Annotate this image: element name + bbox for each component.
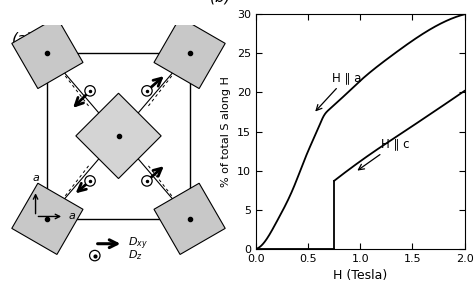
X-axis label: H (Tesla): H (Tesla) xyxy=(333,269,387,282)
Circle shape xyxy=(142,86,152,96)
Text: (b): (b) xyxy=(210,0,232,5)
Text: H ∥ c: H ∥ c xyxy=(358,137,410,170)
Circle shape xyxy=(85,176,95,186)
Polygon shape xyxy=(154,17,225,89)
Text: (a): (a) xyxy=(12,32,33,47)
Text: H ∥ a: H ∥ a xyxy=(316,71,362,110)
Circle shape xyxy=(85,86,95,96)
Text: $D_{xy}$: $D_{xy}$ xyxy=(128,236,148,252)
Polygon shape xyxy=(76,93,161,178)
Circle shape xyxy=(90,250,100,261)
Circle shape xyxy=(142,176,152,186)
Text: $D_z$: $D_z$ xyxy=(128,249,143,263)
Text: a: a xyxy=(32,173,39,183)
Y-axis label: % of total S along H: % of total S along H xyxy=(221,76,231,187)
Polygon shape xyxy=(12,183,83,255)
Text: a: a xyxy=(69,211,76,221)
Polygon shape xyxy=(12,17,83,89)
Polygon shape xyxy=(154,183,225,255)
